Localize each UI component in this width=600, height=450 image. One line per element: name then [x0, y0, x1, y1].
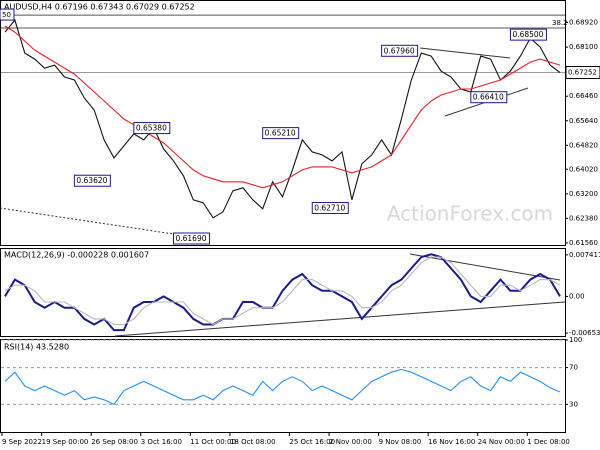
chart-title: AUDUSD,H4 0.67196 0.67343 0.67029 0.6725… — [4, 3, 195, 12]
y-tick-label: 0.00 — [569, 292, 585, 300]
y-tick-label: 100 — [569, 336, 582, 344]
y-tick-label: -0.006532 — [569, 329, 600, 337]
x-tick-label: 3 Oct 16:00 — [141, 438, 182, 446]
annotation-box — [172, 232, 210, 245]
annotation-box — [73, 174, 111, 187]
series-line — [4, 19, 561, 219]
y-tick-label: 0.64020 — [569, 165, 598, 173]
fib-label: 38.2 — [552, 19, 568, 27]
y-tick-label: 0.65640 — [569, 117, 598, 125]
y-tick-label: 0.62380 — [569, 214, 598, 222]
annotation-label: 0.63620 — [76, 176, 107, 185]
x-tick-label: 24 Nov 00:00 — [478, 438, 525, 446]
y-tick-label: 0.66460 — [569, 92, 598, 100]
x-tick-label: 18 Oct 08:00 — [230, 438, 276, 446]
trend-line — [419, 47, 511, 59]
annotation-box — [470, 91, 508, 104]
y-tick-label: 0.63200 — [569, 190, 598, 198]
x-tick-label: 25 Oct 16:00 — [289, 438, 335, 446]
series-line — [4, 253, 561, 332]
annotation-box — [311, 201, 349, 214]
x-tick-label: 16 Nov 16:00 — [428, 438, 475, 446]
annotation-box — [133, 122, 171, 135]
y-tick-label: 0.64820 — [569, 141, 598, 149]
annotation-box — [509, 28, 547, 41]
annotation-label: 0.62710 — [314, 203, 345, 212]
series-line — [4, 368, 561, 406]
series-line — [4, 256, 561, 326]
annotation-label: 0.61690 — [175, 234, 206, 243]
series-line — [4, 25, 561, 189]
annotation-label: 0.65380 — [136, 124, 167, 133]
annotation-box — [262, 127, 300, 140]
fib-label: 50 — [2, 11, 11, 19]
y-tick-label: 0.007411 — [569, 251, 600, 259]
y-tick-label: 0.61560 — [569, 239, 598, 247]
x-tick-label: 2 Nov 00:00 — [329, 438, 372, 446]
last-price-box — [565, 65, 600, 79]
annotation-label: 0.65210 — [265, 129, 296, 138]
x-tick-label: 1 Dec 08:00 — [527, 438, 570, 446]
x-tick-label: 11 Oct 00:00 — [190, 438, 236, 446]
y-tick-label: 0.68920 — [569, 19, 598, 27]
annotation-label: 0.67960 — [384, 46, 415, 55]
annotation-label: 0.68500 — [512, 30, 543, 39]
y-tick-label: 70 — [569, 364, 578, 372]
trend-line — [409, 253, 561, 281]
trend-line — [114, 301, 566, 337]
macd-panel — [0, 248, 566, 337]
annotation-label: 0.66410 — [473, 93, 504, 102]
x-tick-label: 19 Sep 00:00 — [42, 438, 89, 446]
watermark: ActionForex.com — [387, 202, 553, 226]
panel-title: MACD(12,26,9) -0.000228 0.001607 — [4, 251, 149, 260]
x-tick-label: 9 Sep 2022 — [2, 438, 42, 446]
price-panel — [0, 0, 566, 246]
y-tick-label: 0.68100 — [569, 43, 598, 51]
last-price-label: 0.67252 — [568, 68, 597, 76]
x-tick-label: 26 Sep 08:00 — [91, 438, 138, 446]
annotation-box — [381, 44, 419, 57]
panel-title: RSI(14) 43.5280 — [4, 343, 69, 352]
trend-line — [0, 207, 201, 239]
x-tick-label: 9 Nov 08:00 — [379, 438, 422, 446]
y-tick-label: 30 — [569, 400, 578, 408]
fib-label-box — [0, 8, 15, 21]
